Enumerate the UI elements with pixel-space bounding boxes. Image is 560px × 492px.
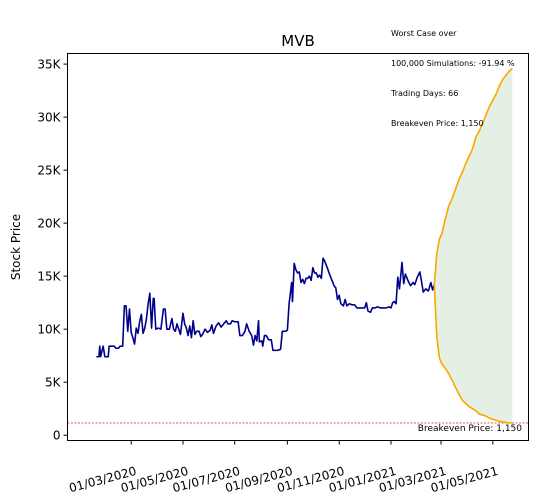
simulation-annotation: Worst Case over 100,000 Simulations: -91… [391,9,515,139]
annotation-line: Breakeven Price: 1,150 [391,119,484,128]
projection-lower-line [433,284,513,424]
y-tick-label: 35K [37,58,61,72]
annotation-line: Trading Days: 66 [391,89,459,98]
projection-upper-line [433,67,513,285]
y-tick-label: 5K [45,376,62,390]
y-tick-label: 15K [37,270,61,284]
breakeven-label: Breakeven Price: 1,150 [418,424,522,434]
plot-layer [67,67,529,424]
annotation-line: 100,000 Simulations: -91.94 % [391,59,515,68]
history-price-line [96,257,436,358]
chart-title: MVB [281,32,315,50]
axes-frame [67,53,529,441]
y-tick-label: 0 [53,429,61,443]
projection-range-fill [434,68,513,424]
y-tick-label: 30K [37,111,61,125]
x-axis: 01/03/202001/05/202001/07/202001/09/2020… [68,440,500,492]
annotation-line: Worst Case over [391,29,457,38]
y-axis-label: Stock Price [9,214,23,280]
y-tick-label: 25K [37,164,61,178]
y-tick-label: 20K [37,217,61,231]
y-axis: 0 5K 10K 15K 20K 25K 30K 35K [37,58,68,443]
y-tick-label: 10K [37,323,61,337]
